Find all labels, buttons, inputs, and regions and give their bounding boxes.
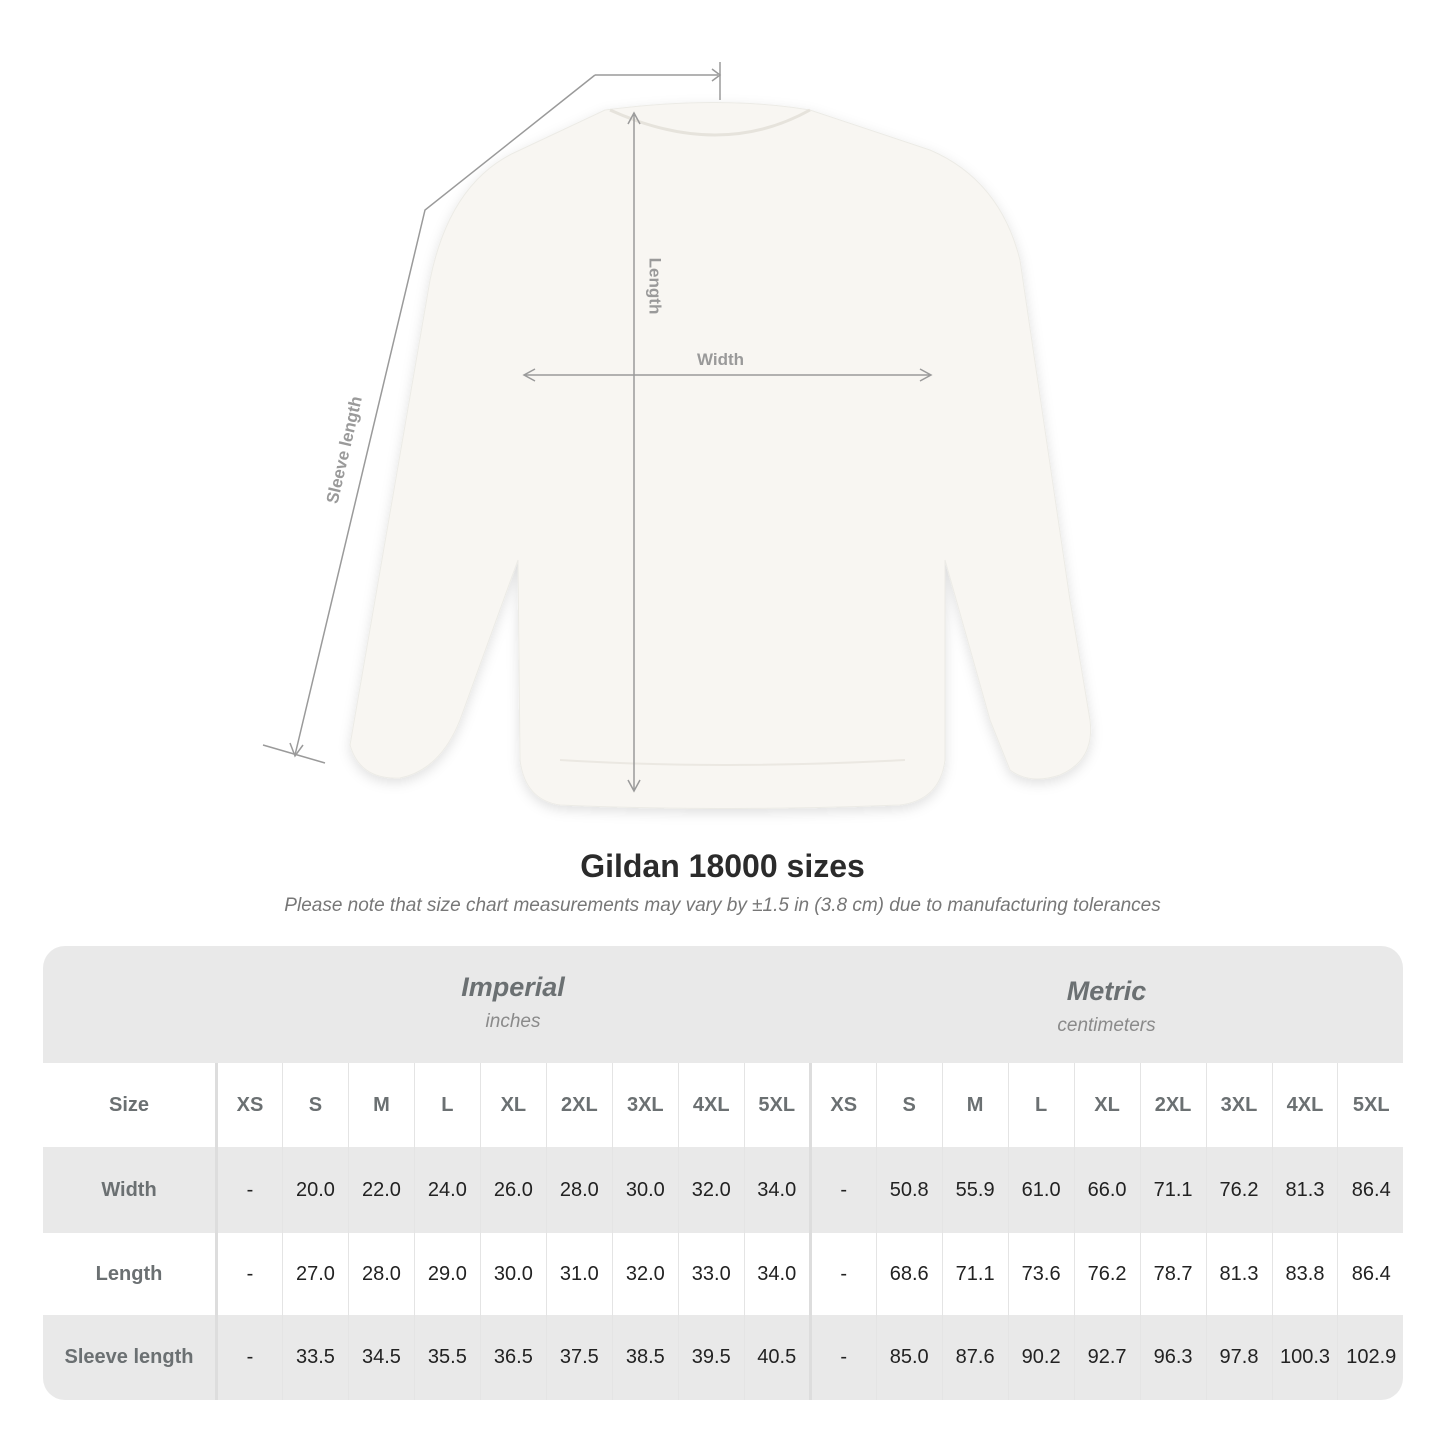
metric-size-header: XS bbox=[808, 1063, 877, 1147]
metric-value-cell: 81.3 bbox=[1271, 1147, 1338, 1233]
metric-header: Metric centimeters bbox=[810, 946, 1403, 1063]
imperial-value-cell: - bbox=[216, 1315, 283, 1400]
imperial-value-cell: 30.0 bbox=[479, 1233, 547, 1315]
metric-size-header: 2XL bbox=[1139, 1063, 1207, 1147]
metric-value-cell: 97.8 bbox=[1205, 1315, 1272, 1400]
metric-value-cell: 102.9 bbox=[1337, 1315, 1403, 1400]
metric-value-cell: 66.0 bbox=[1073, 1147, 1141, 1233]
length-label: Length bbox=[645, 257, 665, 315]
imperial-size-header: 5XL bbox=[743, 1063, 811, 1147]
metric-value-cell: 71.1 bbox=[1139, 1147, 1207, 1233]
imperial-value-cell: 26.0 bbox=[479, 1147, 547, 1233]
imperial-value-cell: 32.0 bbox=[677, 1147, 745, 1233]
row-label: Sleeve length bbox=[43, 1315, 218, 1400]
imperial-size-header: L bbox=[413, 1063, 481, 1147]
metric-value-cell: 81.3 bbox=[1205, 1233, 1272, 1315]
metric-value-cell: 61.0 bbox=[1007, 1147, 1075, 1233]
imperial-header: Imperial inches bbox=[216, 946, 810, 1063]
tolerance-note: Please note that size chart measurements… bbox=[284, 895, 1161, 916]
table-row: Sleeve length -33.5 34.5 35.5 36.5 37.5 38.5 39… bbox=[43, 1315, 1403, 1400]
imperial-value-cell: 34.0 bbox=[743, 1233, 811, 1315]
imperial-value-cell: 20.0 bbox=[281, 1147, 349, 1233]
imperial-value-cell: 35.5 bbox=[413, 1315, 481, 1400]
metric-size-header: L bbox=[1007, 1063, 1075, 1147]
size-header-row: Size XS S M L XL 2XL 3XL 4XL 5XL XS S M L XL 2XL 3XL 4XL 5… bbox=[43, 1063, 1403, 1147]
metric-value-cell: 73.6 bbox=[1007, 1233, 1075, 1315]
metric-value-cell: - bbox=[808, 1315, 877, 1400]
imperial-size-header: XL bbox=[479, 1063, 547, 1147]
imperial-value-cell: 34.0 bbox=[743, 1147, 811, 1233]
chart-title: Gildan 18000 sizes bbox=[580, 848, 865, 884]
metric-value-cell: 85.0 bbox=[875, 1315, 943, 1400]
imperial-value-cell: 27.0 bbox=[281, 1233, 349, 1315]
metric-value-cell: 96.3 bbox=[1139, 1315, 1207, 1400]
metric-value-cell: 76.2 bbox=[1073, 1233, 1141, 1315]
measurement-lines bbox=[262, 62, 933, 793]
imperial-size-header: S bbox=[281, 1063, 349, 1147]
width-label: Width bbox=[697, 350, 745, 369]
metric-value-cell: 50.8 bbox=[875, 1147, 943, 1233]
imperial-value-cell: 37.5 bbox=[545, 1315, 613, 1400]
metric-value-cell: 86.4 bbox=[1337, 1147, 1403, 1233]
metric-value-cell: 87.6 bbox=[941, 1315, 1009, 1400]
metric-value-cell: 86.4 bbox=[1337, 1233, 1403, 1315]
imperial-value-cell: 32.0 bbox=[611, 1233, 679, 1315]
sweatshirt-diagram: Length Width Sleeve length bbox=[262, 62, 1092, 809]
imperial-value-cell: 24.0 bbox=[413, 1147, 481, 1233]
imperial-value-cell: 33.5 bbox=[281, 1315, 349, 1400]
metric-size-header: 5XL bbox=[1337, 1063, 1403, 1147]
imperial-value-cell: 38.5 bbox=[611, 1315, 679, 1400]
imperial-value-cell: - bbox=[216, 1147, 283, 1233]
sweatshirt-illustration bbox=[262, 62, 1092, 809]
metric-size-header: M bbox=[941, 1063, 1009, 1147]
metric-value-cell: 71.1 bbox=[941, 1233, 1009, 1315]
imperial-size-header: 2XL bbox=[545, 1063, 613, 1147]
table-row: Width -20.0 22.0 24.0 26.0 28.0 30.0 32.0 34.0-5… bbox=[43, 1147, 1403, 1233]
imperial-unit: inches bbox=[485, 1011, 541, 1032]
size-chart: Imperial inches Metric centimeters Size X… bbox=[43, 946, 1403, 1400]
imperial-size-header: 3XL bbox=[611, 1063, 679, 1147]
metric-size-header: S bbox=[875, 1063, 943, 1147]
metric-value-cell: 100.3 bbox=[1271, 1315, 1338, 1400]
imperial-size-header: XS bbox=[216, 1063, 283, 1147]
table-row: Length -27.0 28.0 29.0 30.0 31.0 32.0 33.0 34.0-… bbox=[43, 1233, 1403, 1315]
imperial-size-header: 4XL bbox=[677, 1063, 745, 1147]
row-label: Width bbox=[43, 1147, 218, 1233]
metric-value-cell: 92.7 bbox=[1073, 1315, 1141, 1400]
metric-value-cell: 78.7 bbox=[1139, 1233, 1207, 1315]
metric-size-header: 4XL bbox=[1271, 1063, 1338, 1147]
size-label: Size bbox=[43, 1063, 218, 1147]
imperial-value-cell: 29.0 bbox=[413, 1233, 481, 1315]
imperial-value-cell: 22.0 bbox=[347, 1147, 415, 1233]
imperial-value-cell: 40.5 bbox=[743, 1315, 811, 1400]
header-band bbox=[43, 946, 1403, 1063]
metric-size-header: 3XL bbox=[1205, 1063, 1272, 1147]
imperial-title: Imperial bbox=[461, 972, 565, 1002]
metric-value-cell: 83.8 bbox=[1271, 1233, 1338, 1315]
imperial-size-header: M bbox=[347, 1063, 415, 1147]
row-label: Length bbox=[43, 1233, 218, 1315]
imperial-value-cell: 33.0 bbox=[677, 1233, 745, 1315]
size-table: Size XS S M L XL 2XL 3XL 4XL 5XL XS S M L XL 2XL 3XL 4XL 5… bbox=[43, 1063, 1403, 1400]
imperial-value-cell: 39.5 bbox=[677, 1315, 745, 1400]
metric-unit: centimeters bbox=[1057, 1015, 1156, 1036]
metric-value-cell: - bbox=[808, 1233, 877, 1315]
metric-size-header: XL bbox=[1073, 1063, 1141, 1147]
metric-value-cell: 76.2 bbox=[1205, 1147, 1272, 1233]
imperial-value-cell: 34.5 bbox=[347, 1315, 415, 1400]
imperial-value-cell: 31.0 bbox=[545, 1233, 613, 1315]
imperial-value-cell: 30.0 bbox=[611, 1147, 679, 1233]
metric-value-cell: 55.9 bbox=[941, 1147, 1009, 1233]
imperial-value-cell: 28.0 bbox=[347, 1233, 415, 1315]
imperial-value-cell: - bbox=[216, 1233, 283, 1315]
metric-value-cell: - bbox=[808, 1147, 877, 1233]
sweatshirt-shape bbox=[349, 102, 1092, 809]
metric-value-cell: 68.6 bbox=[875, 1233, 943, 1315]
imperial-value-cell: 28.0 bbox=[545, 1147, 613, 1233]
imperial-value-cell: 36.5 bbox=[479, 1315, 547, 1400]
metric-value-cell: 90.2 bbox=[1007, 1315, 1075, 1400]
metric-title: Metric bbox=[1066, 976, 1147, 1006]
